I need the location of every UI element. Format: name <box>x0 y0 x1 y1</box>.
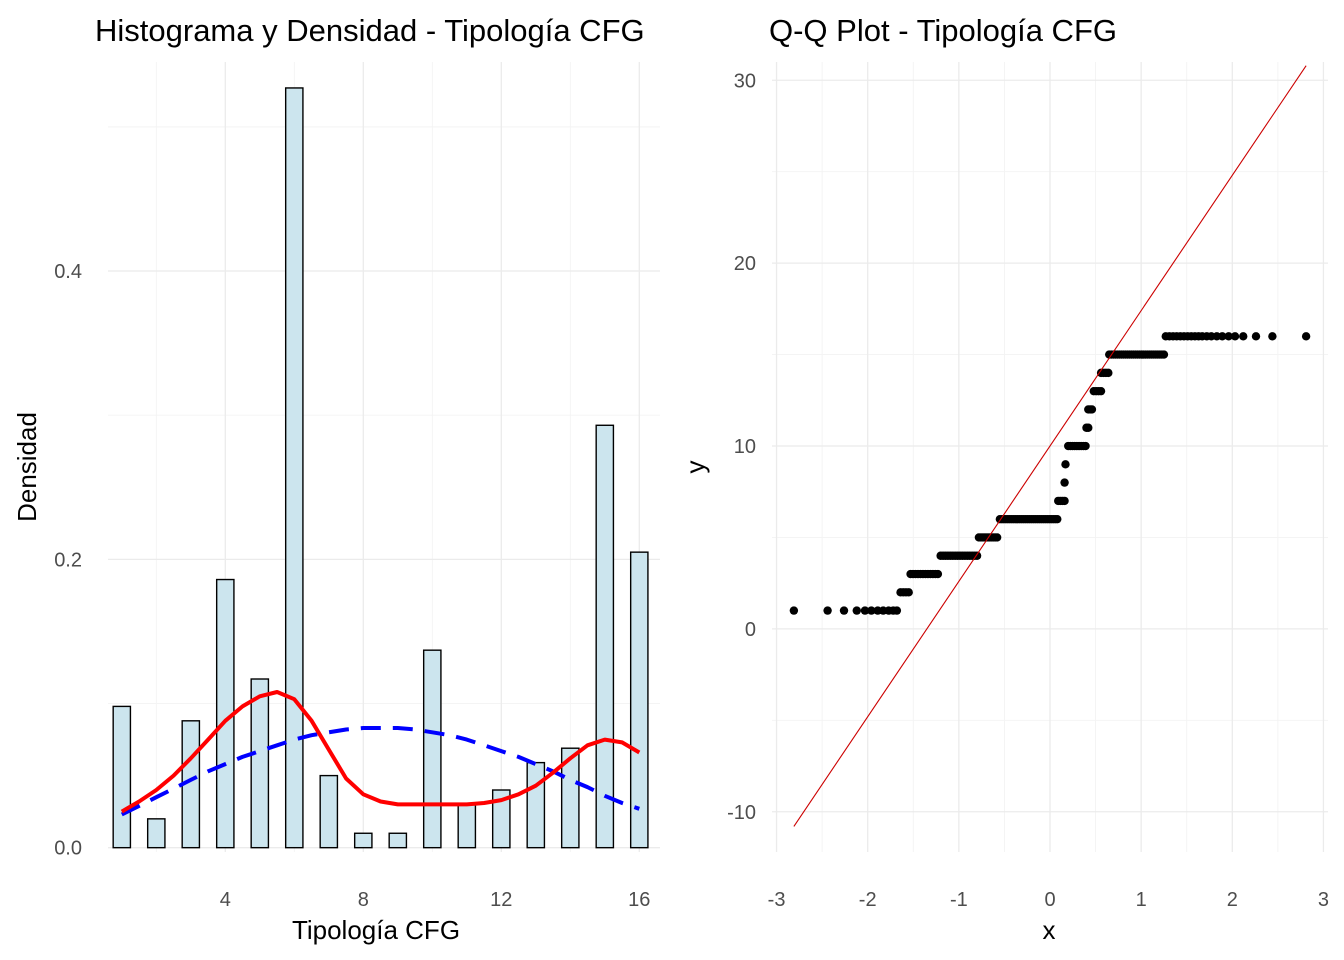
qq-y-tick-label: -10 <box>727 802 756 824</box>
histogram-x-label: Tipología CFG <box>292 915 460 945</box>
qq-x-tick-label: -2 <box>859 889 877 911</box>
qq-point <box>1239 332 1248 341</box>
histogram-bar <box>388 832 408 849</box>
qq-x-tick-label: -3 <box>768 889 786 911</box>
qq-point <box>904 588 913 597</box>
qq-reference-line <box>793 65 1307 827</box>
qq-y-label: y <box>680 461 710 474</box>
qq-x-tick-label: 0 <box>1044 889 1055 911</box>
qq-y-tick-label: 20 <box>734 253 756 275</box>
qq-x-tick-label: 2 <box>1227 889 1238 911</box>
histogram-y-tick-label: 0.0 <box>54 838 82 860</box>
qq-x-label: x <box>1043 915 1056 945</box>
histogram-bar <box>319 774 339 849</box>
qq-point <box>1224 332 1233 341</box>
histogram-x-ticks: 4 8 12 16 <box>220 889 651 911</box>
histogram-bar <box>491 789 511 849</box>
histogram-bar <box>526 761 546 849</box>
histogram-x-tick-label: 16 <box>628 889 650 911</box>
qq-y-tick-label: 30 <box>734 70 756 92</box>
histogram-x-tick-label: 12 <box>490 889 512 911</box>
qq-point <box>852 606 861 615</box>
qq-x-tick-label: 3 <box>1318 889 1329 911</box>
qq-point <box>1218 332 1227 341</box>
qq-y-tick-label: 0 <box>745 619 756 641</box>
qq-point <box>839 606 849 615</box>
qq-x-tick-label: 1 <box>1136 889 1147 911</box>
qq-point <box>1251 332 1261 341</box>
histogram-x-tick-label: 8 <box>358 889 369 911</box>
histogram-bar <box>457 803 477 849</box>
qq-point <box>892 606 902 615</box>
qq-point <box>1104 368 1113 378</box>
qq-point <box>1081 441 1090 451</box>
qq-point <box>1301 332 1311 341</box>
qq-point <box>1087 405 1097 414</box>
qq-point <box>992 533 1002 542</box>
qq-point <box>867 606 876 615</box>
histogram-y-label: Densidad <box>12 412 42 522</box>
qq-x-tick-label: -1 <box>950 889 968 911</box>
histogram-bar <box>629 551 649 849</box>
qq-point <box>933 569 943 579</box>
histogram-bars <box>112 87 649 849</box>
histogram-y-tick-label: 0.4 <box>54 261 82 283</box>
histogram-density-lines <box>120 690 641 817</box>
qq-y-tick-label: 10 <box>734 436 756 458</box>
qq-point <box>860 606 870 615</box>
empirical-density-line <box>120 690 641 814</box>
qq-point <box>1096 386 1106 396</box>
histogram-bar <box>146 818 166 849</box>
qq-point <box>1084 423 1093 432</box>
qq-reference-line-group <box>793 65 1307 827</box>
histogram-bar <box>112 705 132 849</box>
histogram-bar <box>560 747 580 849</box>
qq-point <box>1159 350 1169 359</box>
qq-point <box>1268 332 1277 341</box>
qq-point <box>1060 478 1069 487</box>
histogram-x-tick-label: 4 <box>220 889 231 911</box>
histogram-panel: Histograma y Densidad - Tipología CFG 0.… <box>12 13 660 945</box>
qq-point <box>1053 514 1062 524</box>
histogram-bar <box>353 832 373 849</box>
histogram-y-tick-label: 0.2 <box>54 549 82 571</box>
histogram-bar <box>284 87 304 849</box>
histogram-title: Histograma y Densidad - Tipología CFG <box>95 13 645 48</box>
qq-point <box>789 606 799 615</box>
histogram-y-ticks: 0.0 0.2 0.4 <box>54 261 82 860</box>
qq-point <box>1060 496 1069 506</box>
qq-point <box>1061 460 1070 469</box>
qq-point <box>823 606 832 615</box>
qq-x-ticks: -3 -2 -1 0 1 2 3 <box>768 889 1329 911</box>
histogram-bar <box>250 678 270 849</box>
histogram-bar <box>422 649 442 849</box>
qq-grid <box>772 62 1328 852</box>
qq-points <box>789 332 1311 615</box>
qq-title: Q-Q Plot - Tipología CFG <box>769 13 1117 48</box>
histogram-bar <box>595 424 615 849</box>
qq-y-ticks: -10 0 10 20 30 <box>727 70 756 823</box>
qq-point <box>1230 332 1240 341</box>
